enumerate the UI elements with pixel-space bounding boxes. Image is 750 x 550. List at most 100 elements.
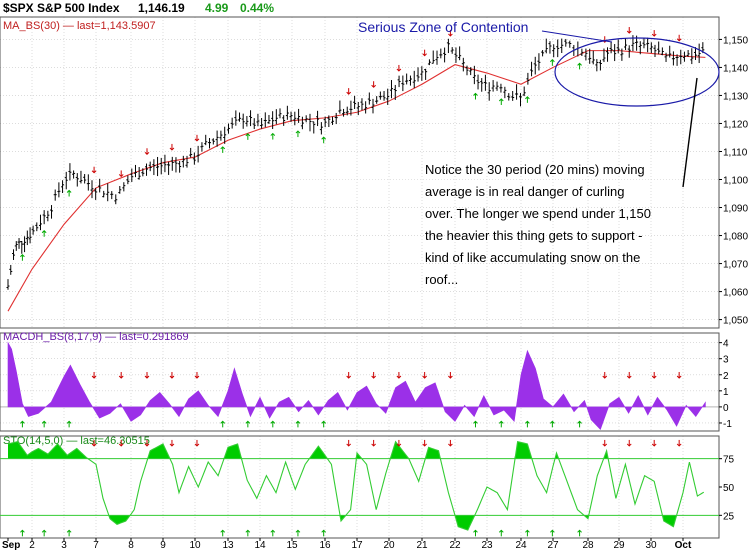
down-arrow-head [602, 443, 608, 447]
down-arrow-head [118, 443, 124, 447]
stochastic-y-tick-label: 25 [723, 511, 735, 522]
up-arrow-head [220, 420, 226, 424]
up-arrow-head [473, 92, 478, 96]
up-arrow-head [66, 420, 72, 424]
x-tick-label: 15 [286, 540, 298, 550]
up-arrow-head [245, 420, 251, 424]
stochastic-y-tick-label: 50 [723, 483, 735, 494]
up-arrow-head [245, 529, 251, 533]
up-arrow-head [220, 146, 226, 150]
price-y-tick-label: 1,130 [723, 91, 748, 102]
x-tick-label: 9 [160, 540, 166, 550]
down-arrow-head [448, 443, 453, 447]
x-tick-label: 23 [481, 540, 493, 550]
down-arrow-head [118, 174, 124, 178]
ma-path [7, 50, 706, 312]
down-arrow-head [346, 443, 352, 447]
down-arrow-head [346, 91, 352, 95]
up-arrow-head [498, 98, 504, 102]
up-arrow-head [498, 420, 504, 424]
panel-frame [0, 332, 720, 432]
macd-area-fill [7, 341, 706, 430]
x-tick-label: 27 [547, 540, 559, 550]
note-pointer-line [682, 77, 698, 188]
down-arrow-head [169, 375, 175, 379]
macd-y-tick-label: 4 [723, 339, 729, 350]
x-tick-label: 10 [189, 540, 201, 550]
x-axis-ticks: Sep 2 3 7 8 9 10 13 14 15 16 17 20 21 22 23 24 27 28 29 30 Oc… [2, 538, 692, 550]
grid-lines [0, 17, 719, 538]
moving-average-line [7, 50, 706, 312]
down-arrow-head [448, 33, 453, 37]
x-tick-label: 7 [93, 540, 99, 550]
macd-histogram [7, 341, 706, 430]
down-arrow-head [651, 443, 657, 447]
note-line: over. The longer we spend under 1,150 [425, 206, 651, 221]
price-y-tick-label: 1,150 [723, 35, 748, 46]
y-axis-ticks: 1,150 1,140 1,130 1,120 1,110 1,100 1,090 1,080… [719, 35, 748, 522]
down-arrow-head [169, 443, 175, 447]
stochastic-overbought-fill [8, 441, 704, 459]
down-arrow-head [371, 84, 376, 88]
panel-borders [0, 16, 720, 539]
price-y-tick-label: 1,050 [723, 316, 748, 327]
down-arrow-head [194, 138, 200, 142]
price-y-tick-label: 1,100 [723, 176, 748, 187]
down-arrow-head [626, 30, 632, 34]
down-arrow-head [626, 443, 632, 447]
down-arrow-head [144, 443, 150, 447]
x-tick-label: 8 [128, 540, 134, 550]
down-arrow-head [371, 375, 376, 379]
up-arrow-head [550, 59, 555, 63]
up-arrow-head [525, 420, 530, 424]
x-tick-label: 20 [383, 540, 395, 550]
note-line: Notice the 30 period (20 mins) moving [425, 162, 645, 177]
note-line: the heavier this thing gets to support - [425, 228, 643, 243]
down-arrow-head [194, 443, 200, 447]
header-symbol: $SPX S&P 500 Index [3, 1, 120, 15]
up-arrow-head [321, 420, 327, 424]
note-line: kind of like accumulating snow on the [425, 250, 640, 265]
x-tick-label: 14 [254, 540, 266, 550]
down-arrow-head [118, 375, 124, 379]
up-arrow-head [270, 132, 276, 136]
up-arrow-head [473, 529, 478, 533]
down-arrow-head [91, 375, 97, 379]
macd-y-tick-label: 3 [723, 355, 729, 366]
up-arrow-head [295, 420, 301, 424]
price-y-tick-label: 1,080 [723, 232, 748, 243]
stochastic-oscillator [0, 440, 719, 531]
down-arrow-head [602, 375, 608, 379]
down-arrow-head [91, 170, 97, 174]
x-tick-label: 21 [416, 540, 428, 550]
up-arrow-head [577, 420, 582, 424]
note-line: roof... [425, 272, 458, 287]
down-arrow-head [194, 375, 200, 379]
down-arrow-head [396, 443, 402, 447]
price-bars [6, 35, 705, 290]
up-arrow-head [295, 529, 301, 533]
up-arrow-head [473, 420, 478, 424]
zone-pointer-line [541, 30, 613, 43]
header-last: 1,146.19 [138, 1, 185, 15]
up-arrow-head [321, 136, 327, 140]
x-tick-label: Sep [2, 540, 20, 550]
up-arrow-head [525, 96, 530, 100]
contention-zone-ellipse [554, 37, 720, 107]
up-arrow-head [20, 254, 25, 258]
annotation-note: Notice the 30 period (20 mins) moving av… [425, 162, 651, 287]
up-arrow-head [270, 529, 276, 533]
macd-y-tick-label: 2 [723, 371, 729, 382]
up-arrow-head [525, 529, 530, 533]
up-arrow-head [41, 529, 47, 533]
up-arrow-head [20, 529, 25, 533]
x-tick-label: 24 [515, 540, 527, 550]
up-arrow-head [245, 133, 251, 137]
down-arrow-head [626, 375, 632, 379]
note-line: average is in real danger of curling [425, 184, 624, 199]
up-arrow-head [41, 230, 47, 234]
down-arrow-head [144, 375, 150, 379]
down-arrow-head [651, 33, 657, 37]
down-arrow-head [676, 38, 682, 42]
